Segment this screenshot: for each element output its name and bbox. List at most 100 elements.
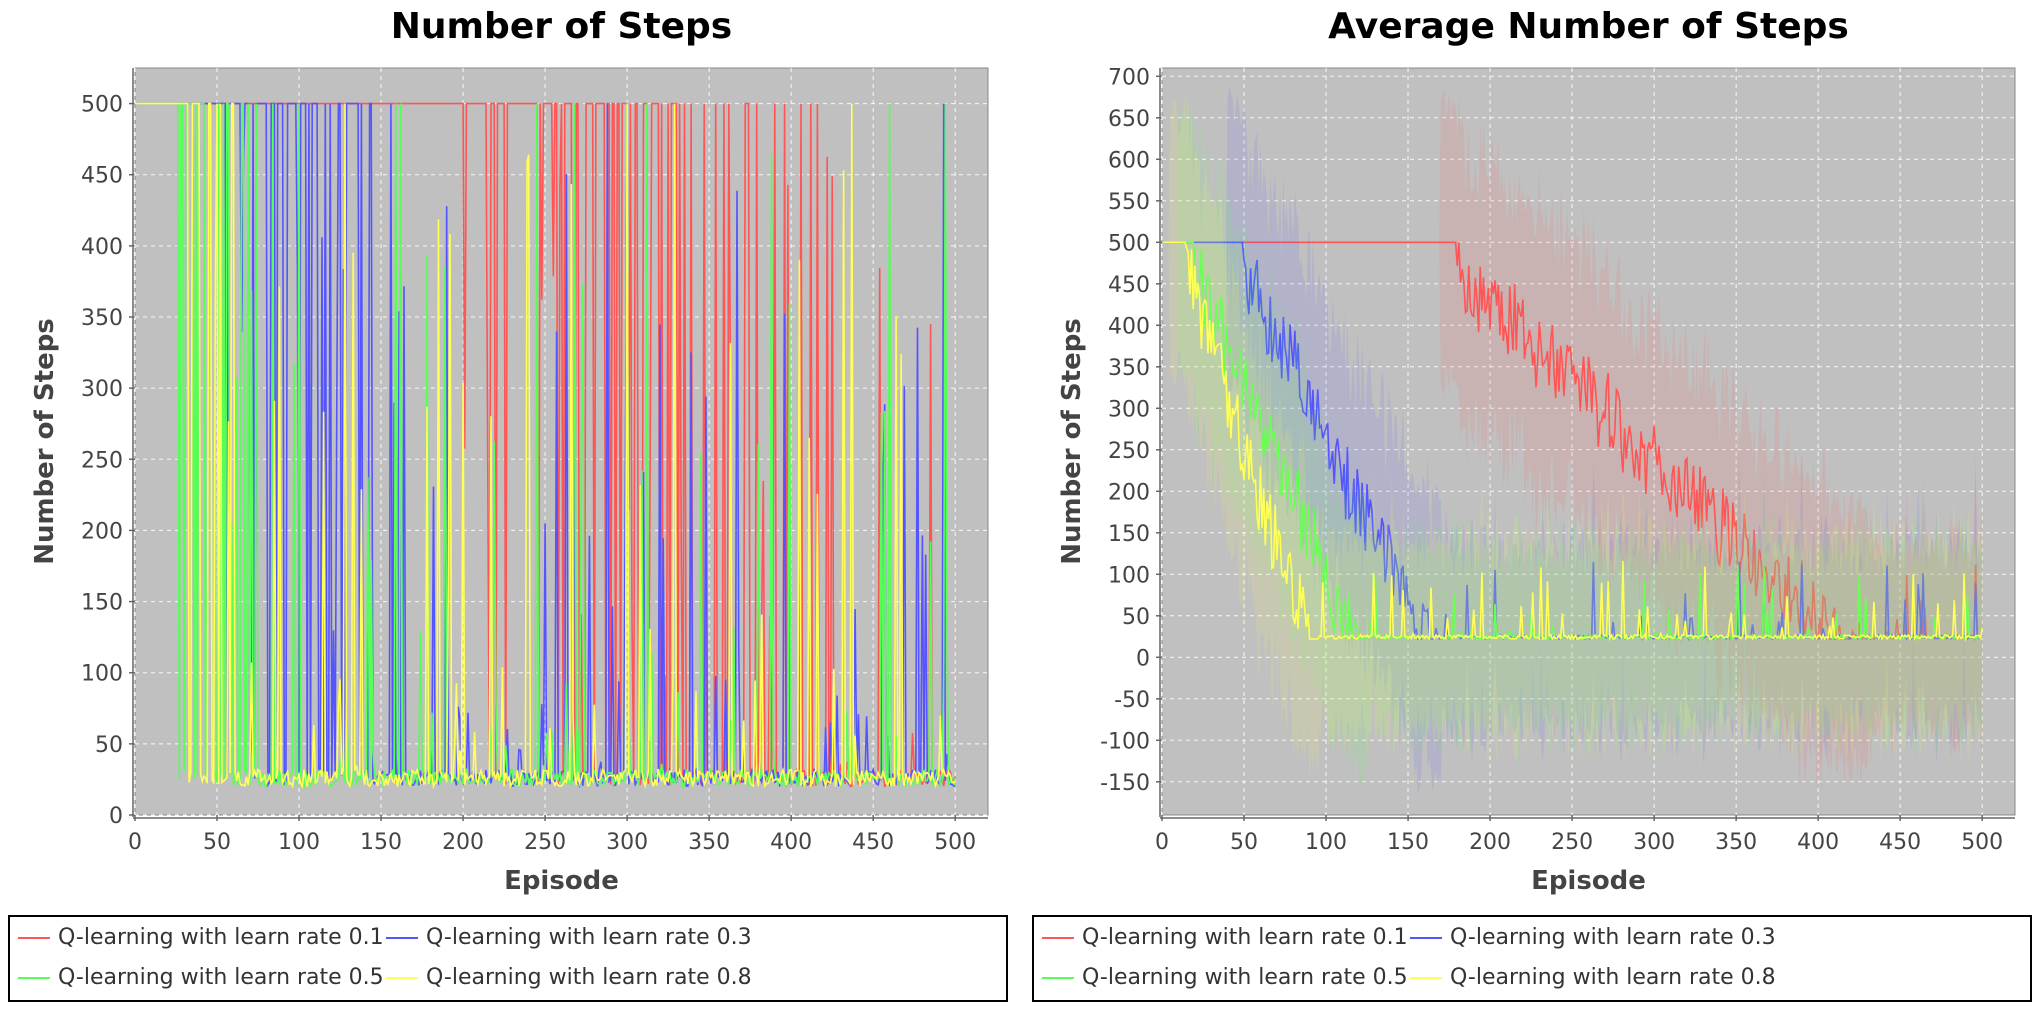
y-tick-label: 0 <box>109 804 123 829</box>
y-tick-label: 650 <box>1108 107 1150 132</box>
y-tick-label: 150 <box>1108 522 1150 547</box>
chart-average-number-of-steps: Average Number of Steps -150 -100 -50 0 50 100… <box>1057 6 2016 896</box>
y-tick-label: 150 <box>81 591 123 616</box>
x-tick-label: 250 <box>524 830 566 855</box>
legend-label: Q-learning with learn rate 0.3 <box>1450 925 1776 950</box>
x-tick-label: 150 <box>360 830 402 855</box>
y-tick-label: 250 <box>1108 439 1150 464</box>
legend-item: Q-learning with learn rate 0.3 <box>386 925 752 950</box>
y-tick-label: 250 <box>81 448 123 473</box>
series-path <box>136 102 956 790</box>
x-tick-label: 300 <box>1633 830 1675 855</box>
legend-item: Q-learning with learn rate 0.5 <box>18 965 384 990</box>
x-tick-label: 350 <box>688 830 730 855</box>
legend-swatch <box>386 936 418 939</box>
legend-label: Q-learning with learn rate 0.5 <box>58 965 384 990</box>
x-tick-label: 250 <box>1551 830 1593 855</box>
y-tick-label: 50 <box>1122 605 1150 630</box>
legend-swatch <box>386 976 418 979</box>
series-band <box>1163 92 1983 792</box>
y-axis-label: Number of Steps <box>30 318 60 565</box>
x-axis: 0 50 100 150 200 250 300 350 400 450 500 <box>1155 815 2003 855</box>
legend-item: Q-learning with learn rate 0.3 <box>1410 925 1776 950</box>
legend-swatch <box>18 976 50 979</box>
legend-label: Q-learning with learn rate 0.8 <box>426 965 752 990</box>
chart-title: Average Number of Steps <box>1328 6 1849 47</box>
y-tick-label: -100 <box>1100 729 1150 754</box>
y-axis: 0 50 100 150 200 250 300 350 400 450 500 <box>81 93 135 829</box>
x-tick-label: 300 <box>606 830 648 855</box>
y-axis: -150 -100 -50 0 50 100 150 200 250 300 350 400 450 50… <box>1100 65 1162 796</box>
y-tick-label: 300 <box>81 377 123 402</box>
x-tick-label: 100 <box>278 830 320 855</box>
series-line <box>1163 87 1983 796</box>
x-tick-label: 200 <box>442 830 484 855</box>
y-axis-label: Number of Steps <box>1057 318 1087 565</box>
x-tick-label: 100 <box>1305 830 1347 855</box>
x-tick-label: 450 <box>1879 830 1921 855</box>
legend-swatch <box>1042 976 1074 979</box>
y-tick-label: -50 <box>1114 688 1150 713</box>
x-tick-label: 350 <box>1715 830 1757 855</box>
series-band <box>1163 86 1983 796</box>
y-tick-label: 0 <box>1136 646 1150 671</box>
y-tick-label: 600 <box>1108 148 1150 173</box>
x-tick-label: 0 <box>1155 830 1169 855</box>
y-tick-label: 100 <box>81 662 123 687</box>
legend-label: Q-learning with learn rate 0.8 <box>1450 965 1776 990</box>
plot-area <box>1161 67 2016 816</box>
legend-label: Q-learning with learn rate 0.5 <box>1082 965 1408 990</box>
y-tick-label: 350 <box>81 306 123 331</box>
y-tick-label: 200 <box>81 519 123 544</box>
y-tick-label: 500 <box>1108 231 1150 256</box>
legend-label: Q-learning with learn rate 0.3 <box>426 925 752 950</box>
series-band <box>1163 87 1983 796</box>
x-tick-label: 400 <box>770 830 812 855</box>
series-path <box>1163 241 1983 642</box>
y-tick-label: 350 <box>1108 356 1150 381</box>
legend-right: Q-learning with learn rate 0.1 Q-learnin… <box>1032 915 2032 1002</box>
y-tick-label: 700 <box>1108 65 1150 90</box>
x-axis-label: Episode <box>504 866 619 896</box>
legend-item: Q-learning with learn rate 0.1 <box>18 925 384 950</box>
y-tick-label: 400 <box>81 235 123 260</box>
y-tick-label: -150 <box>1100 771 1150 796</box>
legend-item: Q-learning with learn rate 0.8 <box>386 965 752 990</box>
x-tick-label: 500 <box>1961 830 2003 855</box>
y-tick-label: 450 <box>1108 273 1150 298</box>
x-tick-label: 0 <box>128 830 142 855</box>
y-tick-label: 300 <box>1108 397 1150 422</box>
y-tick-label: 100 <box>1108 563 1150 588</box>
x-tick-label: 200 <box>1469 830 1511 855</box>
legend-left: Q-learning with learn rate 0.1 Q-learnin… <box>8 915 1008 1002</box>
series-line <box>136 102 956 790</box>
x-tick-label: 50 <box>203 830 231 855</box>
chart-title: Number of Steps <box>391 6 732 47</box>
legend-item: Q-learning with learn rate 0.1 <box>1042 925 1408 950</box>
x-axis: 0 50 100 150 200 250 300 350 400 450 500 <box>128 815 976 855</box>
legend-label: Q-learning with learn rate 0.1 <box>1082 925 1408 950</box>
x-tick-label: 450 <box>852 830 894 855</box>
y-tick-label: 500 <box>81 93 123 118</box>
series-band <box>1163 93 1983 791</box>
legend-swatch <box>1410 936 1442 939</box>
x-tick-label: 400 <box>1797 830 1839 855</box>
y-tick-label: 200 <box>1108 480 1150 505</box>
y-tick-label: 400 <box>1108 314 1150 339</box>
series-path <box>1163 241 1983 641</box>
y-tick-label: 450 <box>81 164 123 189</box>
x-axis-label: Episode <box>1531 866 1646 896</box>
y-tick-label: 550 <box>1108 190 1150 215</box>
x-tick-label: 50 <box>1230 830 1258 855</box>
y-tick-label: 50 <box>95 733 123 758</box>
legend-swatch <box>1410 976 1442 979</box>
legend-swatch <box>1042 936 1074 939</box>
x-tick-label: 150 <box>1387 830 1429 855</box>
series-line <box>1163 92 1983 792</box>
legend-swatch <box>18 936 50 939</box>
legend-item: Q-learning with learn rate 0.8 <box>1410 965 1776 990</box>
chart-number-of-steps: Number of Steps 0 50 100 150 200 250 300 350 400 4… <box>30 6 989 896</box>
legend-label: Q-learning with learn rate 0.1 <box>58 925 384 950</box>
legend-item: Q-learning with learn rate 0.5 <box>1042 965 1408 990</box>
